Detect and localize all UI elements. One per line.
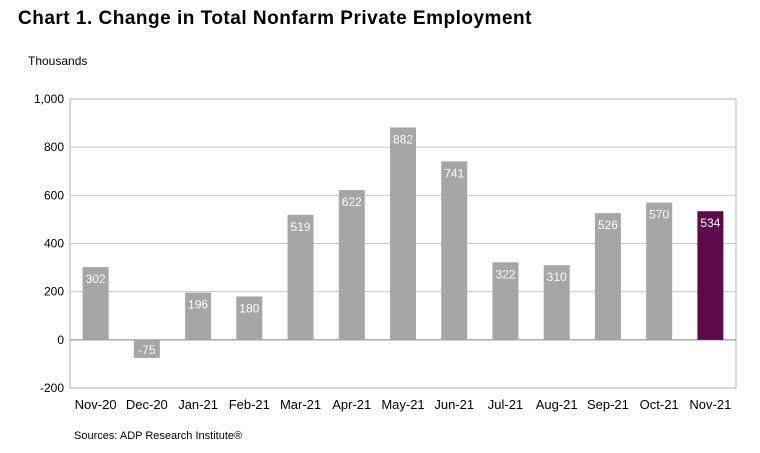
data-label: 302 xyxy=(86,272,106,286)
x-tick-label: Sep-21 xyxy=(587,397,629,412)
bar xyxy=(492,262,519,340)
data-label: 519 xyxy=(291,220,311,234)
data-label: 622 xyxy=(342,195,362,209)
source-note: Sources: ADP Research Institute® xyxy=(74,430,243,442)
bar xyxy=(287,214,314,340)
y-tick-label: 1,000 xyxy=(34,92,64,106)
data-label: 526 xyxy=(598,218,618,232)
bar xyxy=(338,190,365,340)
x-tick-label: Dec-20 xyxy=(126,397,168,412)
bar xyxy=(594,213,621,340)
bar xyxy=(133,339,160,358)
y-tick-label: 0 xyxy=(57,333,64,347)
y-tick-label: -200 xyxy=(40,381,64,395)
x-tick-label: Oct-21 xyxy=(640,397,679,412)
data-label: 570 xyxy=(649,208,669,222)
x-tick-label: May-21 xyxy=(381,397,424,412)
chart-title: Chart 1. Change in Total Nonfarm Private… xyxy=(18,8,532,29)
x-tick-label: Apr-21 xyxy=(332,397,371,412)
bar xyxy=(441,161,468,340)
x-tick-label: Jan-21 xyxy=(178,397,218,412)
x-tick-label: Aug-21 xyxy=(536,397,578,412)
data-label: 741 xyxy=(444,166,464,180)
x-tick-label: Feb-21 xyxy=(229,397,270,412)
bar xyxy=(236,296,263,340)
plot-frame xyxy=(69,98,737,389)
data-label: -75 xyxy=(138,343,156,357)
x-tick-label: Jul-21 xyxy=(488,397,523,412)
bar xyxy=(185,292,212,340)
data-label: 310 xyxy=(547,270,567,284)
data-label: 322 xyxy=(495,267,515,281)
bar xyxy=(390,127,416,340)
data-label: 180 xyxy=(239,301,259,315)
y-tick-label: 600 xyxy=(44,188,64,202)
data-label: 882 xyxy=(393,132,413,146)
y-tick-label: 200 xyxy=(44,285,64,299)
x-tick-label: Mar-21 xyxy=(280,397,321,412)
y-axis-unit-label: Thousands xyxy=(28,54,88,68)
x-tick-label: Nov-21 xyxy=(689,397,731,412)
bar xyxy=(82,267,109,340)
bar xyxy=(697,211,724,340)
data-label: 196 xyxy=(188,298,208,312)
bar xyxy=(543,265,570,340)
x-tick-label: Nov-20 xyxy=(75,397,117,412)
data-label: 534 xyxy=(700,216,720,230)
x-tick-label: Jun-21 xyxy=(434,397,474,412)
bar xyxy=(646,202,673,340)
y-tick-label: 400 xyxy=(44,237,64,251)
y-tick-label: 800 xyxy=(44,140,64,154)
